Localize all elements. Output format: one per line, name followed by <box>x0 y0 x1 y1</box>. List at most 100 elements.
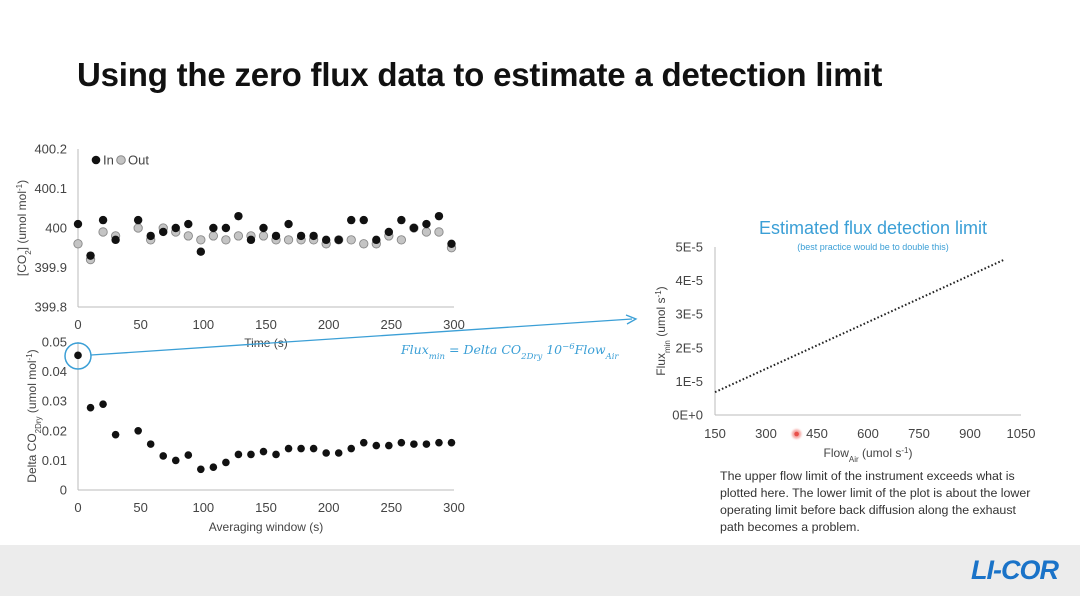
c2-points <box>74 351 456 474</box>
c1-x-tick-label: 250 <box>380 317 402 332</box>
c2-y-tick-label: 0.02 <box>42 423 67 438</box>
plot-note: The upper flow limit of the instrument e… <box>720 469 1031 534</box>
point-delta-co2 <box>372 441 381 450</box>
legend-in-label: In <box>103 153 114 168</box>
c1-x-tick-label: 150 <box>255 317 277 332</box>
c1-tick-labels: 0 50 100 150 200 250 300 399.8 399.9 400 400.1 400.… <box>34 142 464 333</box>
point-out <box>283 235 294 245</box>
point-in <box>98 215 108 225</box>
c2-y-tick-label: 0.03 <box>42 394 67 409</box>
c3-y-tick-label: 1E-5 <box>676 374 703 389</box>
c3-x-tick-label: 1050 <box>1007 426 1036 441</box>
c1-y-axis-title: [CO2] (umol mol-1) <box>15 180 33 276</box>
legend-out-marker <box>116 155 126 165</box>
c3-y-tick-label: 3E-5 <box>676 307 703 322</box>
point-out <box>133 223 143 233</box>
c1-y-tick-label: 400.1 <box>34 181 67 196</box>
c2-tick-labels: 0 50 100 150 200 250 300 0 0.01 0.02 0.03 0.04 0.05 <box>42 335 465 516</box>
point-delta-co2 <box>74 351 82 360</box>
point-delta-co2 <box>422 440 431 448</box>
connector-arrow-head <box>625 314 638 325</box>
point-delta-co2 <box>247 450 255 459</box>
point-in <box>221 223 231 233</box>
c2-x-tick-label: 250 <box>380 500 402 515</box>
point-delta-co2 <box>322 449 330 457</box>
point-in <box>246 235 256 245</box>
point-delta-co2 <box>197 465 205 474</box>
c1-legend: In Out <box>91 153 149 168</box>
c3-y-tick-label: 4E-5 <box>676 273 703 288</box>
point-delta-co2 <box>159 452 168 460</box>
c3-subtitle: (best practice would be to double this) <box>797 242 949 252</box>
c1-points <box>73 211 457 265</box>
point-in <box>397 215 406 225</box>
point-delta-co2 <box>359 438 368 447</box>
point-delta-co2 <box>99 400 107 408</box>
c3-x-tick-label: 750 <box>908 426 930 441</box>
point-in <box>111 235 120 245</box>
c3-series <box>714 258 1005 441</box>
point-in <box>271 231 281 241</box>
c2-x-tick-label: 100 <box>192 500 214 515</box>
c1-x-tick-label: 50 <box>133 317 147 332</box>
point-in <box>86 251 95 260</box>
chart-flux-limit: Estimated flux detection limit (best pra… <box>654 218 1036 464</box>
point-out <box>208 231 219 241</box>
c2-x-tick-label: 0 <box>74 500 81 515</box>
point-in <box>234 211 243 221</box>
point-delta-co2 <box>284 444 293 453</box>
c3-axes <box>714 247 1021 416</box>
c2-y-tick-label: 0.05 <box>42 335 67 350</box>
point-in <box>196 247 206 256</box>
c1-x-tick-label: 100 <box>192 317 214 332</box>
c2-y-tick-label: 0.01 <box>42 453 67 468</box>
point-delta-co2 <box>347 444 356 453</box>
point-delta-co2 <box>222 458 230 467</box>
flux-limit-line <box>714 258 1005 394</box>
c3-x-tick-label: 450 <box>806 426 828 441</box>
c3-x-tick-label: 600 <box>857 426 879 441</box>
point-out <box>73 239 83 249</box>
point-in <box>296 231 306 241</box>
c3-tick-labels: 150 300 450 600 750 900 1050 0E+0 1E-5 2E-5 3E-5 4E… <box>672 240 1035 442</box>
c2-x-tick-label: 200 <box>318 500 340 515</box>
c2-x-tick-label: 50 <box>133 500 147 515</box>
point-delta-co2 <box>272 450 280 459</box>
point-in <box>209 223 218 233</box>
point-delta-co2 <box>397 438 406 447</box>
point-out <box>258 231 269 241</box>
c2-y-tick-label: 0.04 <box>42 364 67 379</box>
point-in <box>372 235 381 245</box>
c3-y-tick-label: 0E+0 <box>672 408 703 423</box>
c3-x-tick-label: 300 <box>755 426 777 441</box>
point-in <box>259 223 268 233</box>
c1-y-tick-label: 400 <box>45 221 67 236</box>
point-in <box>284 219 293 229</box>
c1-y-tick-label: 400.2 <box>34 142 67 157</box>
c1-y-tick-label: 399.8 <box>34 300 67 315</box>
legend-out-label: Out <box>128 153 149 168</box>
chart-co2-time: 0 50 100 150 200 250 300 399.8 399.9 400 400.1 400.… <box>15 142 465 351</box>
point-delta-co2 <box>171 456 180 465</box>
c2-y-tick-label: 0 <box>60 483 67 498</box>
point-delta-co2 <box>134 427 142 435</box>
c3-y-axis-title: Fluxmin (umol s-1) <box>654 286 672 375</box>
point-in <box>321 235 331 245</box>
c2-x-tick-label: 150 <box>255 500 277 515</box>
point-delta-co2 <box>435 438 443 447</box>
c3-y-tick-label: 5E-5 <box>676 240 703 255</box>
point-delta-co2 <box>86 403 95 412</box>
legend-in-marker <box>91 155 101 165</box>
slide-title: Using the zero flux data to estimate a d… <box>77 56 883 93</box>
point-in <box>133 215 143 225</box>
c3-x-axis-title: FlowAir (umol s-1) <box>824 446 913 464</box>
point-in <box>447 239 456 248</box>
equation: Fluxmin = Delta CO2Dry 10−6FlowAir <box>400 342 619 362</box>
point-out <box>98 227 108 237</box>
connector-arrow-line <box>90 318 633 356</box>
point-delta-co2 <box>111 430 120 439</box>
point-delta-co2 <box>309 444 318 453</box>
connector: Fluxmin = Delta CO2Dry 10−6FlowAir <box>64 314 638 370</box>
point-in <box>359 215 368 225</box>
c1-x-tick-label: 0 <box>74 317 81 332</box>
